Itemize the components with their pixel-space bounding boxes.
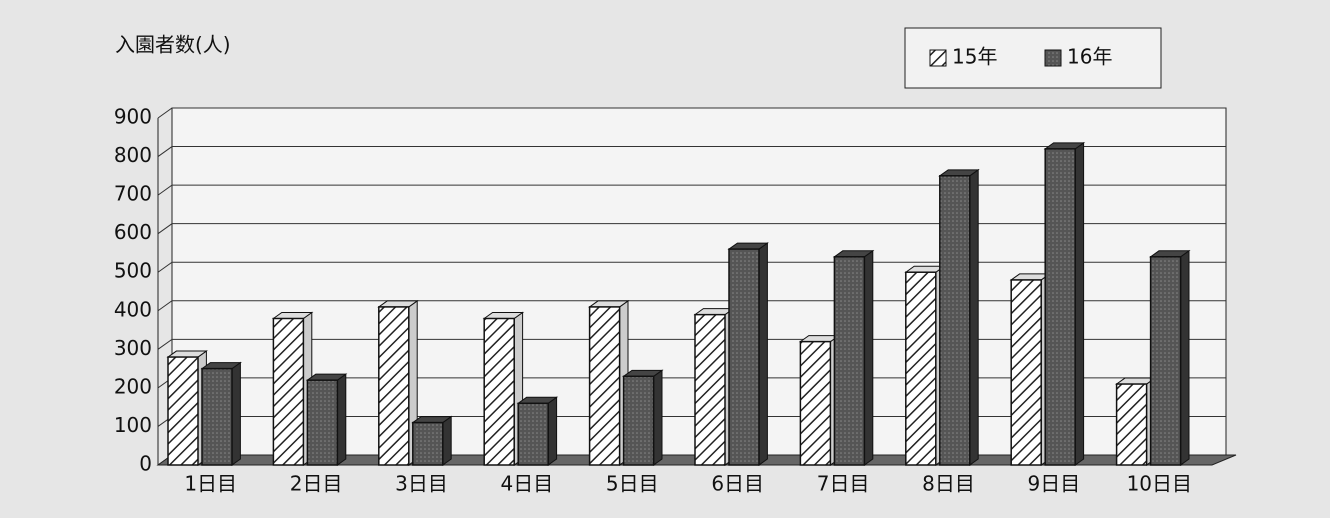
bar bbox=[833, 256, 866, 466]
bar-side bbox=[653, 369, 663, 466]
bar bbox=[378, 306, 410, 466]
y-tick-label: 200 bbox=[114, 374, 152, 398]
legend-swatch bbox=[1044, 49, 1062, 67]
grid-line bbox=[157, 223, 1226, 235]
bar-side bbox=[442, 415, 452, 466]
x-tick-label: 7日目 bbox=[817, 472, 870, 496]
bar bbox=[517, 402, 549, 466]
x-tick-label: 9日目 bbox=[1028, 472, 1081, 496]
bar bbox=[1149, 256, 1182, 466]
y-tick-label: 100 bbox=[114, 413, 152, 437]
grid-line bbox=[157, 146, 1226, 157]
y-tick-label: 700 bbox=[114, 182, 152, 206]
bar bbox=[1115, 383, 1148, 466]
bar-side bbox=[1074, 141, 1085, 466]
bar bbox=[167, 356, 199, 466]
y-tick-label: 800 bbox=[114, 143, 152, 167]
y-tick-label: 500 bbox=[114, 259, 152, 283]
bar bbox=[483, 317, 515, 466]
bar bbox=[799, 340, 832, 466]
grid-line bbox=[157, 300, 1226, 312]
x-tick-label: 3日目 bbox=[395, 472, 448, 496]
legend-swatch bbox=[929, 49, 947, 67]
y-tick-label: 0 bbox=[139, 452, 152, 476]
y-tick-label: 600 bbox=[114, 220, 152, 244]
bar bbox=[939, 175, 971, 466]
grid-line bbox=[157, 107, 1226, 119]
bar bbox=[728, 248, 760, 466]
legend-label: 16年 bbox=[1067, 45, 1112, 69]
chart-title: 入園者数(人) bbox=[115, 33, 231, 57]
grid-line bbox=[157, 338, 1226, 350]
x-tick-label: 2日目 bbox=[290, 472, 343, 496]
x-tick-label: 10日目 bbox=[1127, 472, 1192, 496]
bar bbox=[588, 306, 621, 466]
bar bbox=[905, 271, 937, 466]
bar bbox=[694, 313, 726, 466]
bar bbox=[306, 379, 339, 466]
grid-line bbox=[157, 184, 1226, 196]
y-tick-label: 400 bbox=[114, 297, 152, 321]
grid-line bbox=[157, 261, 1226, 273]
bar bbox=[201, 367, 233, 466]
legend-label: 15年 bbox=[952, 45, 997, 69]
legend-box bbox=[904, 27, 1162, 89]
x-tick-label: 6日目 bbox=[711, 472, 764, 496]
bar bbox=[622, 375, 655, 466]
bar-side bbox=[863, 249, 874, 466]
bar bbox=[1044, 148, 1076, 466]
x-tick-label: 8日目 bbox=[922, 472, 975, 496]
bar-side bbox=[758, 242, 768, 466]
x-tick-label: 5日目 bbox=[606, 472, 659, 496]
y-tick-label: 900 bbox=[114, 105, 152, 129]
bar-side bbox=[231, 361, 241, 466]
bar bbox=[412, 421, 444, 466]
bar-side bbox=[547, 396, 558, 466]
x-tick-label: 4日目 bbox=[501, 472, 554, 496]
bar-side bbox=[1180, 249, 1190, 466]
bar-side bbox=[969, 168, 979, 466]
x-tick-label: 1日目 bbox=[184, 472, 237, 496]
bar bbox=[272, 317, 305, 466]
y-tick-label: 300 bbox=[114, 336, 152, 360]
bar-side bbox=[336, 373, 347, 466]
bar bbox=[1010, 279, 1042, 466]
